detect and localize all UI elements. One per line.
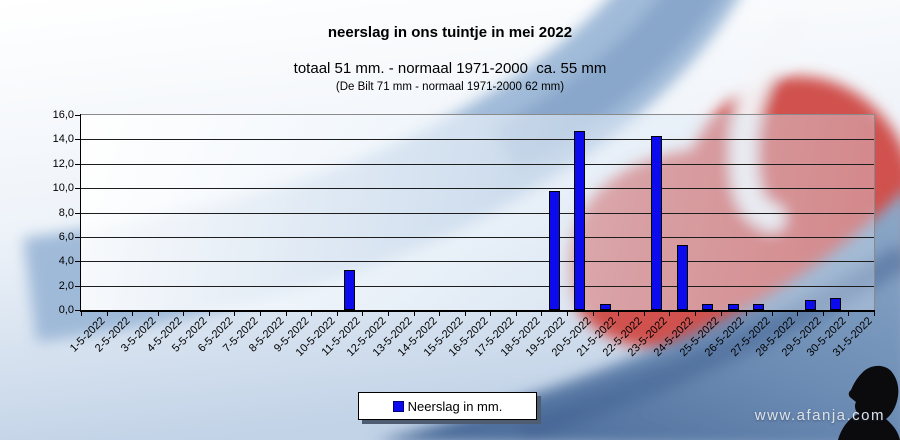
gridline [81,163,874,165]
bar-19-5-2022 [548,190,560,310]
x-axis-tick [822,312,824,316]
gridline [81,236,874,238]
y-axis-tick [75,139,80,141]
x-axis-tick [592,312,594,316]
plot-border-right [874,115,875,310]
x-axis-line [80,310,875,312]
y-axis-label: 4,0 [58,255,74,268]
x-axis-tick [874,312,875,316]
y-axis-line [80,114,81,311]
x-axis-tick [848,312,850,316]
x-axis-tick [81,312,82,316]
x-axis-tick [720,312,722,316]
x-axis-tick [541,312,543,316]
x-axis-tick [694,312,696,316]
y-axis-label: 14,0 [52,133,74,146]
y-axis-label: 16,0 [52,109,74,121]
x-axis-tick [132,312,134,316]
y-axis-tick [75,212,80,214]
gridline [81,285,874,287]
y-axis-tick [75,310,80,311]
legend-box: Neerslag in mm. [358,392,537,420]
bar-26-5-2022 [727,303,739,310]
y-axis-label: 12,0 [52,157,74,170]
x-axis-tick [464,312,466,316]
y-axis-tick [75,115,80,116]
y-axis-tick [75,285,80,287]
gridline [81,212,874,214]
x-axis-tick [234,312,236,316]
bar-20-5-2022 [574,130,586,310]
x-axis-tick [746,312,748,316]
person-silhouette [838,365,900,440]
y-axis-label: 6,0 [58,230,74,243]
bar-27-5-2022 [753,303,765,310]
x-axis-tick [387,312,389,316]
x-axis-tick [208,312,210,316]
y-axis-label: 10,0 [52,182,74,195]
x-axis-tick [618,312,620,316]
bar-11-5-2022 [344,269,356,310]
x-axis-tick [285,312,287,316]
x-axis-tick [106,312,108,316]
x-axis-tick [439,312,441,316]
chart-title: neerslag in ons tuintje in mei 2022 [327,24,573,41]
y-axis-tick [75,236,80,238]
bar-21-5-2022 [599,303,611,310]
x-axis-tick [643,312,645,316]
bar-25-5-2022 [702,303,714,310]
x-axis-tick [567,312,569,316]
x-axis-tick [260,312,262,316]
chart-subtitle: totaal 51 mm. - normaal 1971-2000 ca. 55… [293,60,607,77]
x-axis-tick [183,312,185,316]
chart-note: (De Bilt 71 mm - normaal 1971-2000 62 mm… [335,81,565,93]
x-axis-tick [490,312,492,316]
legend-label: Neerslag in mm. [407,398,503,414]
x-axis-tick [797,312,799,316]
watermark-text: www.afanja.com [754,407,885,424]
y-axis-label: 8,0 [58,206,74,219]
y-axis-tick [75,261,80,263]
x-axis-tick [362,312,364,316]
y-axis-label: 0,0 [58,304,74,316]
bar-30-5-2022 [830,297,842,310]
bar-24-5-2022 [676,245,688,310]
plot-border-top [81,114,875,115]
gridline [81,188,874,190]
gridline [81,139,874,141]
bar-23-5-2022 [651,135,663,310]
y-axis-tick [75,163,80,165]
x-axis-tick [515,312,517,316]
y-axis-tick [75,188,80,190]
x-axis-tick [336,312,338,316]
x-axis-tick [771,312,773,316]
x-axis-tick [669,312,671,316]
plot-area [81,115,874,310]
bar-29-5-2022 [804,300,816,310]
gridline [81,261,874,263]
x-axis-tick [413,312,415,316]
y-axis-label: 2,0 [58,279,74,292]
legend-marker-icon [392,400,404,412]
x-axis-tick [157,312,159,316]
x-axis-tick [311,312,313,316]
